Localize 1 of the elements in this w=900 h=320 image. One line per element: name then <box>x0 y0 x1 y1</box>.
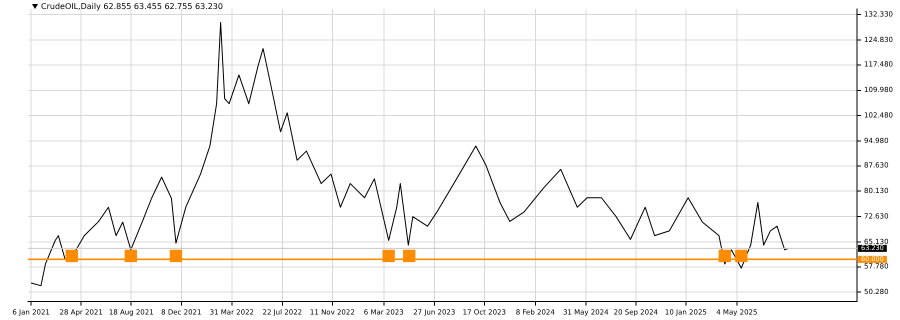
chart-title: CrudeOIL,Daily 62.855 63.455 62.755 63.230 <box>41 2 223 11</box>
